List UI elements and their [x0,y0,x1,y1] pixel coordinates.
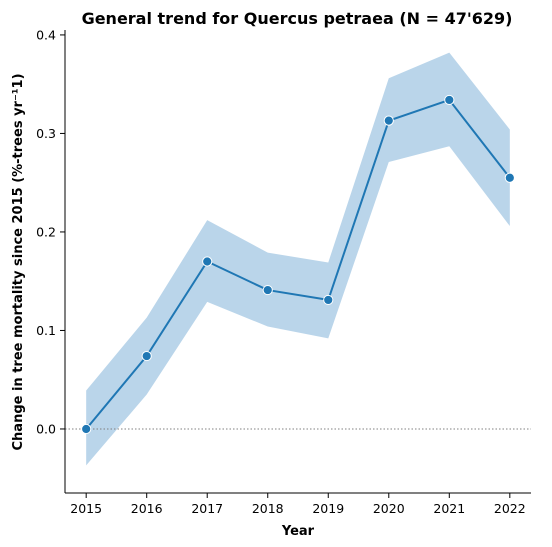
y-axis-ticks: 0.0 0.1 0.2 0.3 0.4 [36,27,65,436]
data-point [383,115,394,126]
x-tick-label: 2021 [433,501,465,516]
y-axis-label: Change in tree mortality since 2015 (%-t… [11,73,26,450]
x-tick-label: 2019 [312,501,344,516]
y-tick-label: 0.0 [36,421,56,436]
series-line [85,98,511,430]
x-tick-label: 2017 [191,501,223,516]
y-tick-label: 0.1 [36,323,56,338]
x-tick-label: 2022 [494,501,526,516]
plot-area [65,52,531,466]
x-tick-label: 2016 [131,501,163,516]
y-tick-label: 0.2 [36,224,56,239]
x-tick-label: 2018 [252,501,284,516]
x-axis-ticks: 2015 2016 2017 2018 2019 2020 2021 2022 [70,493,526,516]
data-points [81,94,515,435]
data-point [262,284,273,296]
chart-title: General trend for Quercus petraea (N = 4… [82,9,513,28]
data-point [504,172,515,183]
data-point [81,423,92,435]
confidence-band [86,52,510,466]
y-tick-label: 0.3 [36,126,56,141]
y-tick-label: 0.4 [36,27,56,42]
data-point [202,256,213,267]
x-tick-label: 2015 [70,501,102,516]
data-point [141,350,152,362]
x-tick-label: 2020 [373,501,405,516]
x-axis-label: Year [281,524,315,539]
data-point [323,294,334,306]
data-point [444,94,455,106]
